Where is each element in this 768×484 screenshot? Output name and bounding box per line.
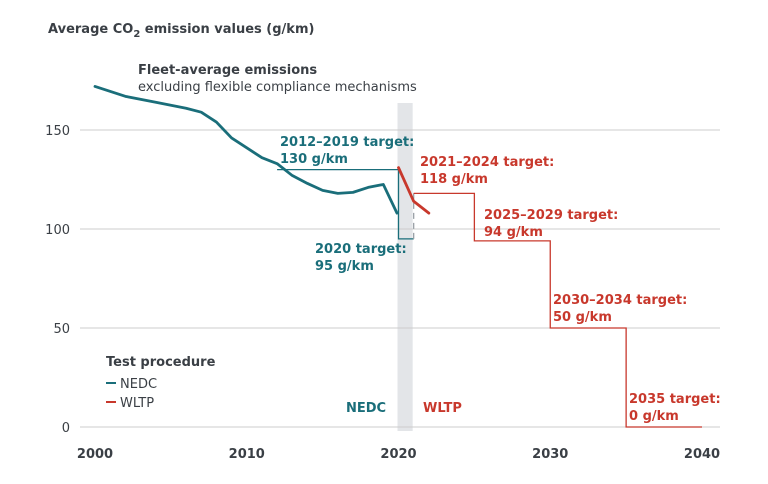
x-tick-label: 2040: [684, 447, 720, 462]
chart-title: Average CO2 emission values (g/km): [48, 22, 314, 40]
x-axis: 2000 2010 2020 2030 2040: [77, 447, 720, 462]
target-label-value: 50 g/km: [553, 310, 612, 325]
target-label-period: 2021–2024 target:: [420, 155, 554, 170]
target-label-period: 2012–2019 target:: [280, 135, 414, 150]
x-tick-label: 2030: [532, 447, 568, 462]
y-tick-label: 0: [62, 421, 70, 436]
target-label-value: 130 g/km: [280, 152, 348, 167]
target-label-period: 2035 target:: [629, 392, 721, 407]
y-tick-label: 100: [45, 223, 70, 238]
y-tick-label: 150: [45, 124, 70, 139]
x-tick-label: 2020: [380, 447, 416, 462]
target-label: 2021–2024 target: 118 g/km: [420, 155, 554, 187]
targets: [277, 168, 702, 428]
target-step-nedc: [277, 168, 414, 240]
target-annotations: 2012–2019 target: 130 g/km 2020 target: 95 …: [280, 135, 721, 424]
transition-band: [397, 103, 413, 431]
legend-label-wltp: WLTP: [120, 396, 154, 411]
target-label: 2035 target: 0 g/km: [629, 392, 721, 424]
legend-label-nedc: NEDC: [120, 377, 157, 392]
target-label: 2030–2034 target: 50 g/km: [553, 293, 687, 325]
legend: Test procedure NEDC WLTP: [106, 355, 216, 411]
target-label-value: 94 g/km: [484, 225, 543, 240]
series-line-nedc: [93, 85, 399, 215]
target-label-period: 2025–2029 target:: [484, 208, 618, 223]
target-label-period: 2030–2034 target:: [553, 293, 687, 308]
target-step-wltp: [413, 192, 702, 428]
x-tick-label: 2000: [77, 447, 113, 462]
y-axis: 0 50 100 150: [45, 124, 70, 436]
y-tick-label: 50: [53, 322, 70, 337]
x-tick-label: 2010: [229, 447, 265, 462]
target-label: 2020 target: 95 g/km: [315, 242, 407, 274]
note-subheading: excluding flexible compliance mechanisms: [138, 80, 417, 95]
target-label: 2025–2029 target: 94 g/km: [484, 208, 618, 240]
target-label-value: 0 g/km: [629, 409, 679, 424]
target-label: 2012–2019 target: 130 g/km: [280, 135, 414, 167]
legend-title: Test procedure: [106, 355, 216, 370]
region-label-wltp: WLTP: [423, 401, 462, 416]
note-heading: Fleet-average emissions: [138, 63, 317, 78]
target-label-period: 2020 target:: [315, 242, 407, 257]
target-label-value: 118 g/km: [420, 172, 488, 187]
target-label-value: 95 g/km: [315, 259, 374, 274]
series: [93, 85, 431, 215]
region-label-nedc: NEDC: [346, 401, 386, 416]
